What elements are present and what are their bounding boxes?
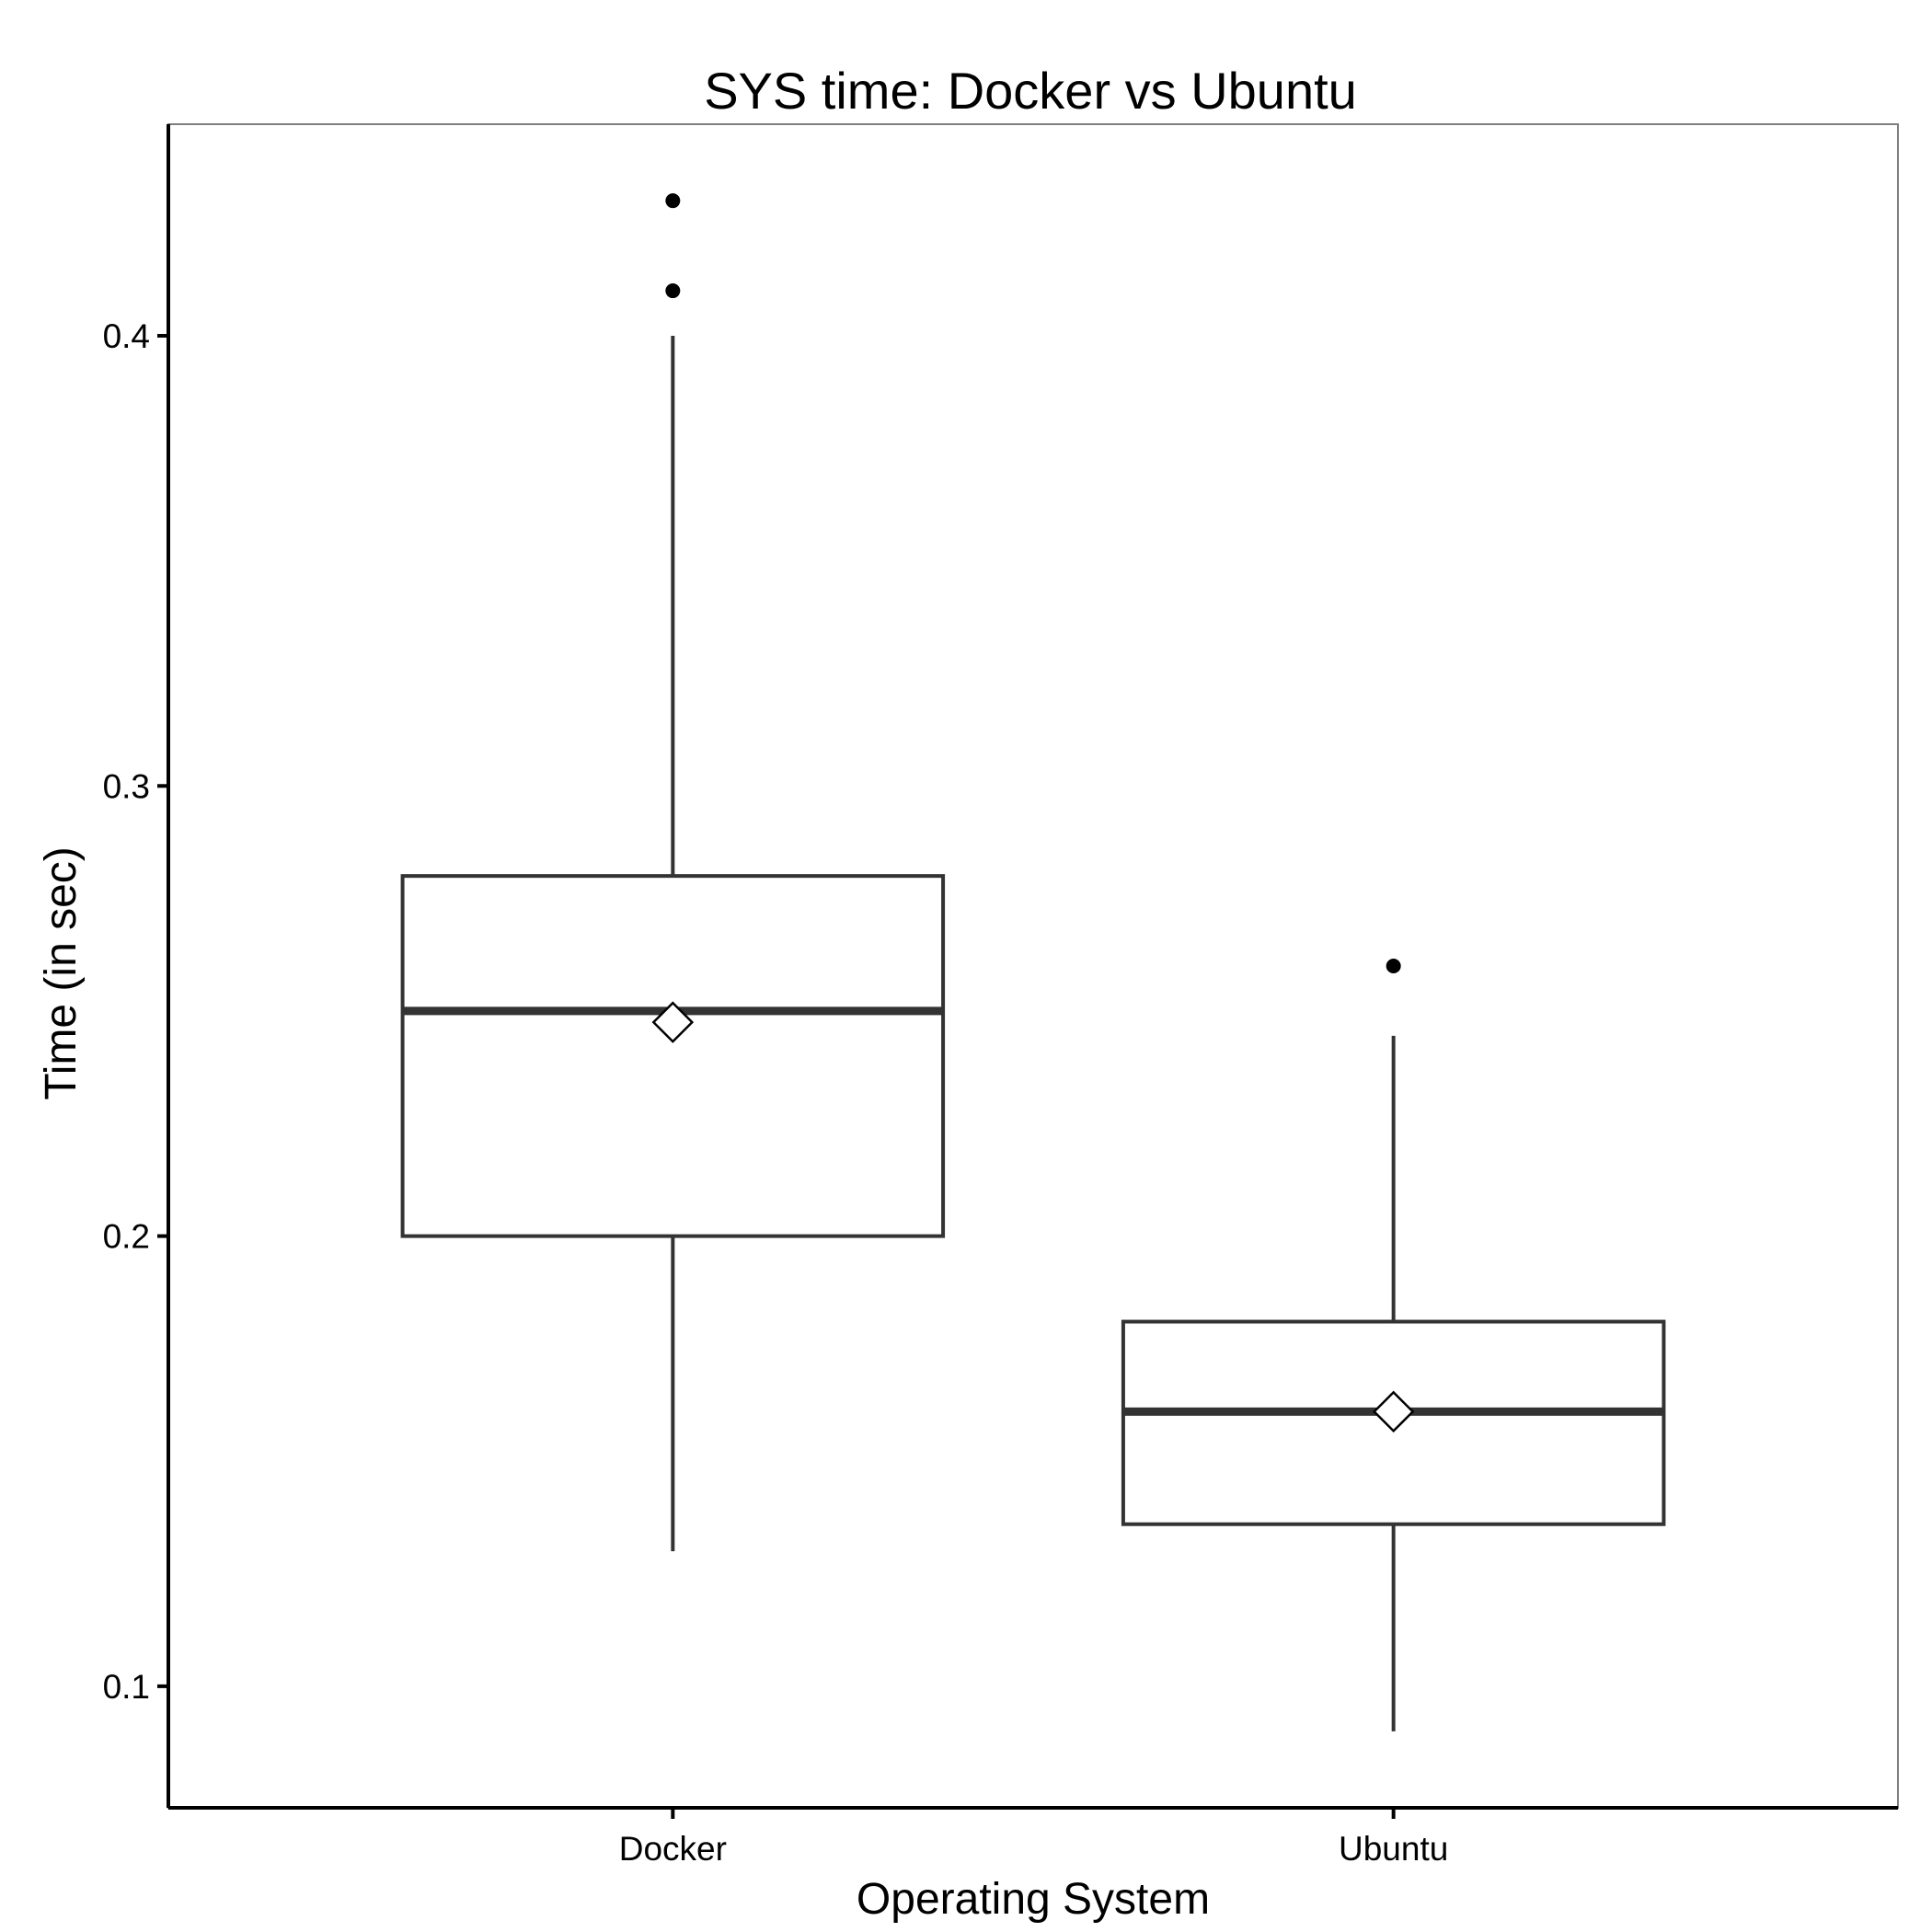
x-axis-label: Operating System bbox=[857, 1875, 1210, 1924]
chart-title: SYS time: Docker vs Ubuntu bbox=[704, 62, 1357, 120]
x-tick-label: Ubuntu bbox=[1339, 1830, 1448, 1868]
box-group-docker bbox=[400, 193, 946, 1552]
iqr-box bbox=[400, 874, 946, 1238]
outlier-point bbox=[665, 193, 681, 209]
x-axis-ticks: Docker Ubuntu bbox=[619, 1808, 1448, 1868]
y-axis-label: Time (in sec) bbox=[37, 846, 86, 1100]
mean-marker bbox=[1372, 1390, 1415, 1433]
mean-marker bbox=[651, 1001, 695, 1043]
boxes bbox=[400, 193, 1666, 1731]
y-axis-ticks: 0.1 0.2 0.3 0.4 bbox=[103, 317, 168, 1706]
outlier-point bbox=[665, 283, 681, 299]
y-tick-label: 0.2 bbox=[103, 1218, 150, 1256]
y-tick-label: 0.3 bbox=[103, 767, 150, 805]
y-tick-label: 0.1 bbox=[103, 1668, 150, 1706]
x-tick-label: Docker bbox=[619, 1830, 727, 1868]
box-group-ubuntu bbox=[1121, 959, 1666, 1731]
outlier-point bbox=[1386, 959, 1401, 973]
y-tick-label: 0.4 bbox=[103, 317, 150, 355]
